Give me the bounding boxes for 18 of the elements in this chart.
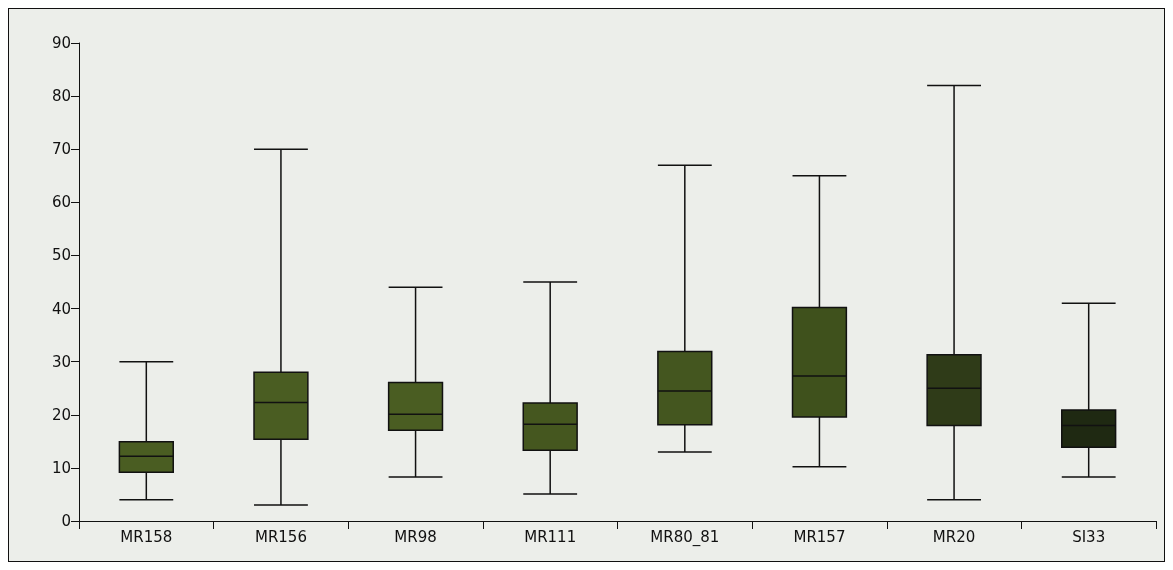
x-tick-label: MR80_81 bbox=[650, 527, 720, 547]
x-tick-label: MR98 bbox=[394, 527, 437, 546]
y-tick-label: 30 bbox=[51, 352, 71, 371]
y-tick-label: 70 bbox=[51, 140, 71, 159]
y-tick-label: 50 bbox=[51, 246, 71, 265]
y-tick-label: 20 bbox=[51, 405, 71, 424]
y-tick-label: 40 bbox=[51, 299, 71, 318]
y-tick-label: 80 bbox=[51, 87, 71, 106]
y-tick-label: 90 bbox=[51, 34, 71, 52]
x-tick-label: MR20 bbox=[932, 527, 976, 546]
y-tick-label: 60 bbox=[51, 193, 71, 212]
x-tick-label: SI33 bbox=[1072, 527, 1106, 546]
x-tick-label: MR158 bbox=[120, 527, 173, 546]
y-tick-label: 10 bbox=[51, 458, 71, 477]
x-tick-label: MR157 bbox=[793, 527, 846, 546]
x-tick-label: MR111 bbox=[524, 527, 577, 546]
x-tick-label: MR156 bbox=[254, 527, 307, 546]
y-tick-label: 0 bbox=[61, 512, 71, 530]
